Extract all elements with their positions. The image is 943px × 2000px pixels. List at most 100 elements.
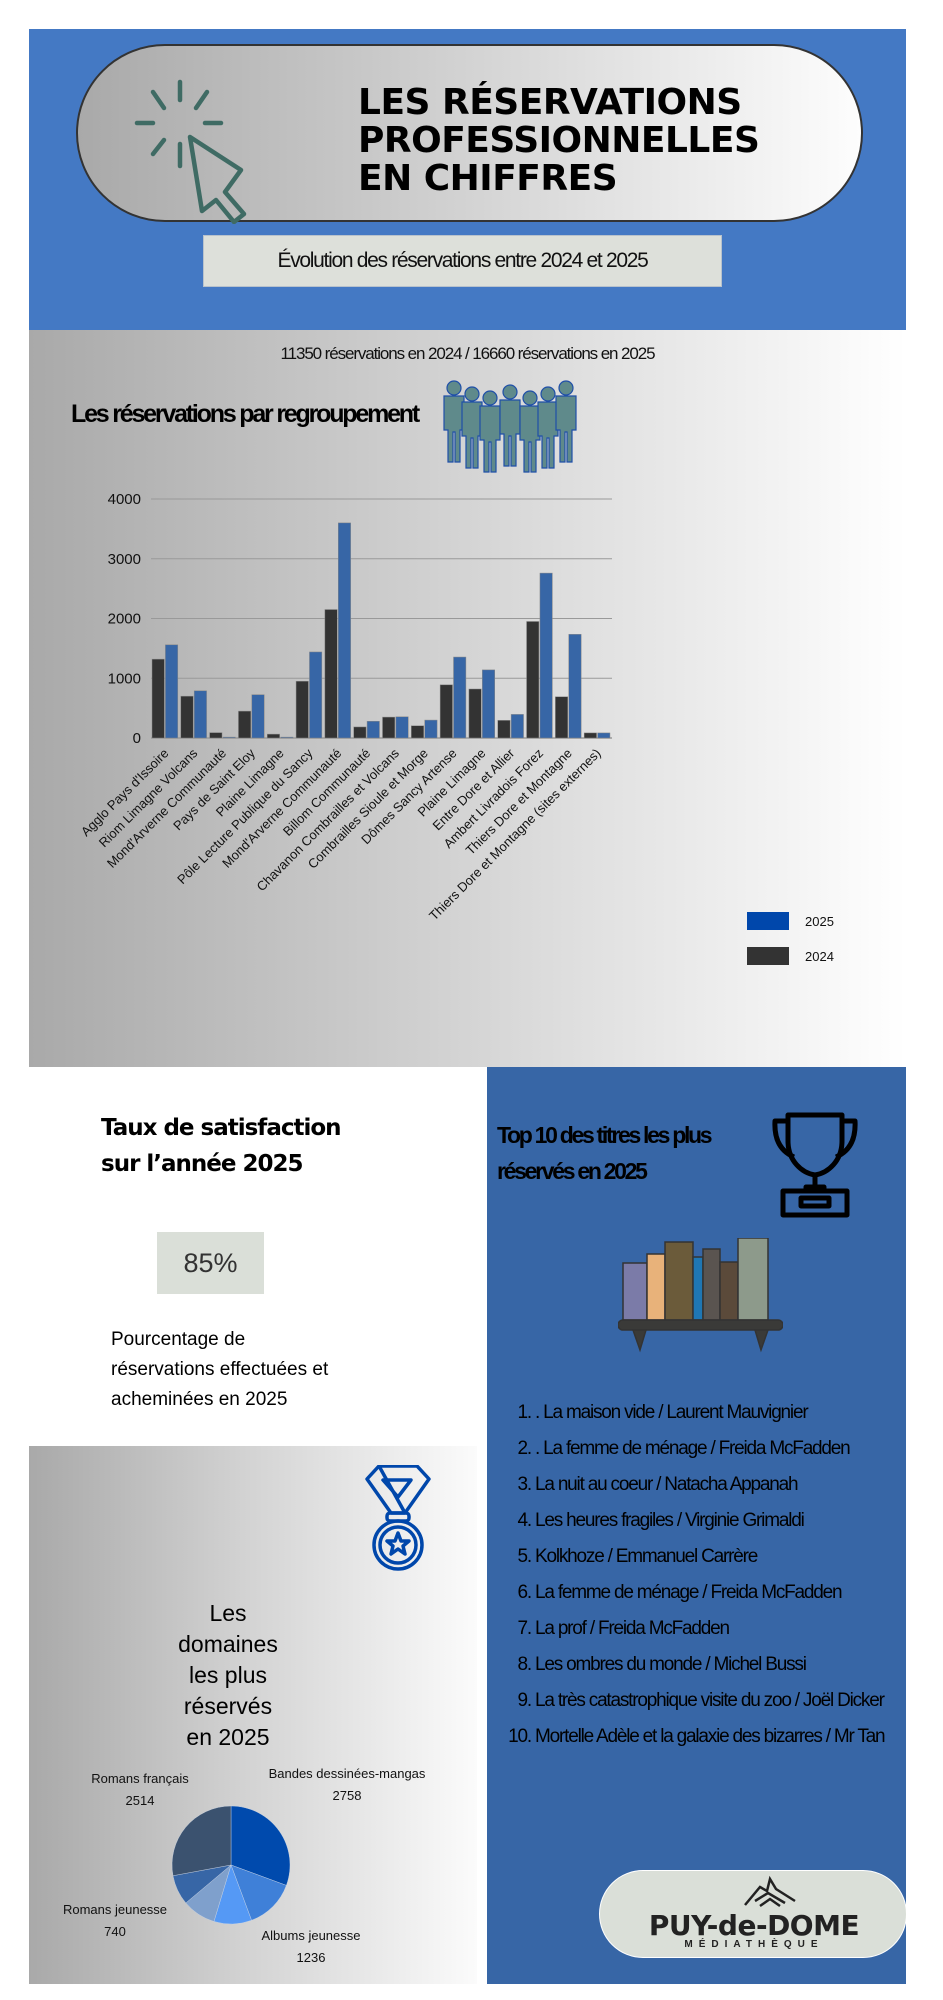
pie-title-line: en 2025 [186,1724,270,1750]
item-title: . La maison vide / Laurent Mauvignier [535,1402,809,1423]
bar-2024 [439,684,453,739]
description-line: acheminées en 2025 [111,1389,288,1410]
y-tick-label: 1000 [108,670,141,687]
puy-de-dome-logo: PUY-de-DOME MÉDIATHÈQUE [599,1870,907,1958]
medal-icon [365,1465,431,1571]
bar-2025 [424,719,438,739]
cursor-click-icon [134,79,247,224]
bar-2025 [366,721,380,739]
bar-2024 [151,658,165,739]
bar-2025 [338,522,351,739]
item-number: 5. [517,1546,533,1567]
pie-title-line: réservés [183,1693,273,1719]
domains-section: Les domaines les plus réservés en 2025 R… [29,1446,477,1984]
item-title: Mortelle Adèle et la galaxie des bizarre… [535,1726,886,1747]
bar-2025 [193,690,207,739]
top10-item: 7. La prof / Freida McFadden [507,1611,902,1647]
mountain-logo-icon [744,1875,796,1908]
legend-label: 2024 [805,949,834,964]
title-line: LES RÉSERVATIONS [358,82,742,123]
bar-2025 [597,732,611,739]
pie-label-albums-jeunesse: Albums jeunesse 1236 [261,1928,361,1965]
bar-2024 [583,732,597,739]
item-title: La prof / Freida McFadden [535,1618,730,1639]
legend-label: 2025 [805,914,834,929]
pie-label-bandes-dessinees: Bandes dessinées-mangas 2758 [268,1766,426,1803]
subtitle-box: Évolution des réservations entre 2024 et… [203,235,722,287]
bar-2024 [497,720,511,739]
top10-title-line: réservés en 2025 [497,1158,648,1184]
item-number: 9. [517,1690,533,1711]
person-icon [555,380,577,463]
person-icon [461,386,483,469]
item-title: Les ombres du monde / Michel Bussi [535,1654,807,1675]
top10-item: 1.. La maison vide / Laurent Mauvignier [507,1395,902,1431]
item-number: 7. [517,1618,533,1639]
bar-2025 [165,644,179,739]
bar-2025 [280,736,294,739]
top10-item: 5. Kolkhoze / Emmanuel Carrère [507,1539,902,1575]
bar-2025 [510,714,524,739]
totals-text: 11350 réservations en 2024 / 16660 réser… [280,344,656,363]
person-icon [479,390,501,473]
top10-title: Top 10 des titres les plus réservés en 2… [497,1117,713,1189]
bar-2025 [539,572,553,739]
logo-subtext: MÉDIATHÈQUE [684,1939,824,1950]
bar-2025 [482,669,495,739]
bar-2024 [526,621,540,739]
bar-2024 [209,732,223,739]
top10-item: 4. Les heures fragiles / Virginie Grimald… [507,1503,902,1539]
bar-2024 [295,680,309,739]
bar-2025 [309,651,323,739]
top10-item: 8. Les ombres du monde / Michel Bussi [507,1647,902,1683]
top10-title-line: Top 10 des titres les plus [497,1122,713,1148]
legend-swatch [747,912,789,930]
top10-item: 3. La nuit au coeur / Natacha Appanah [507,1467,902,1503]
header-banner: LES RÉSERVATIONS PROFESSIONNELLES EN CHI… [29,29,906,330]
legend-swatch [747,947,789,965]
pie-title-line: Les [209,1600,247,1626]
bar-2024 [353,726,367,739]
trophy-icon [772,1112,858,1218]
person-icon [537,386,559,469]
top10-list: 1.. La maison vide / Laurent Mauvignier 2… [507,1395,902,1755]
description-line: Pourcentage de [111,1329,246,1350]
satisfaction-title-line: sur l’année 2025 [101,1151,304,1177]
bar-2024 [382,716,396,739]
pie-title-line: domaines [178,1631,278,1657]
item-title: Les heures fragiles / Virginie Grimaldi [535,1510,805,1531]
item-title: Kolkhoze / Emmanuel Carrère [535,1546,758,1567]
satisfaction-title: Taux de satisfaction sur l’année 2025 [101,1110,342,1182]
item-title: . La femme de ménage / Freida McFadden [535,1438,851,1459]
bar-2025 [395,716,409,739]
bar-2025 [222,736,236,739]
bar-2024 [238,710,252,739]
bar-2024 [468,688,482,739]
satisfaction-title-line: Taux de satisfaction [101,1115,342,1141]
description-line: réservations effectuées et [111,1359,329,1380]
top10-section: Top 10 des titres les plus réservés en 2… [487,1067,907,1984]
bar-2025 [251,694,265,739]
y-tick-label: 3000 [108,551,141,568]
item-title: La nuit au coeur / Natacha Appanah [535,1474,799,1495]
pie-slice [230,1805,291,1886]
item-number: 2. [517,1438,533,1459]
top10-item: 9. La très catastrophique visite du zoo /… [507,1683,902,1719]
page-title: LES RÉSERVATIONS PROFESSIONNELLES EN CHI… [358,82,760,198]
title-line: PROFESSIONNELLES [358,120,760,161]
item-title: La très catastrophique visite du zoo / J… [535,1690,885,1711]
pie-title-line: les plus [189,1662,267,1688]
item-number: 8. [517,1654,533,1675]
pie-label-romans-francais: Romans français 2514 [91,1771,189,1808]
bar-2024 [324,609,338,739]
bar-2024 [555,696,569,739]
bar-2024 [411,725,424,739]
bar-2024 [267,733,280,739]
top10-item: 10. Mortelle Adèle et la galaxie des biza… [507,1719,902,1755]
pie-title: Les domaines les plus réservés en 2025 [153,1598,303,1753]
person-icon [519,390,541,473]
item-number: 6. [517,1582,533,1603]
title-pill: LES RÉSERVATIONS PROFESSIONNELLES EN CHI… [76,44,863,224]
pie-label-romans-jeunesse: Romans jeunesse 740 [62,1902,168,1939]
